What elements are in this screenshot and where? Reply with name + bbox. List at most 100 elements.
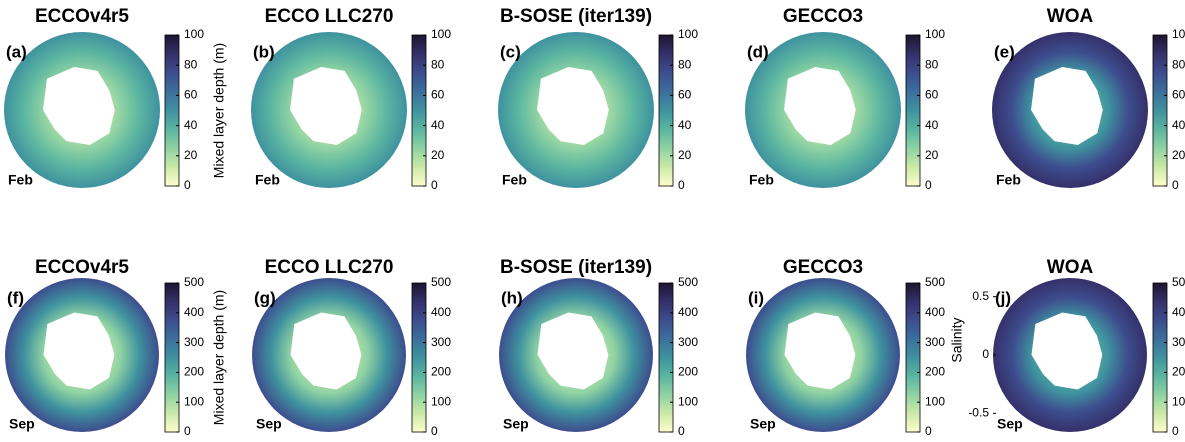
panel-label: (a) bbox=[6, 42, 27, 61]
colorbar-tick-label: 0 bbox=[925, 424, 932, 438]
panel-title: ECCO LLC270 bbox=[265, 257, 394, 278]
month-label: Sep bbox=[503, 416, 529, 432]
panel: ECCOv4r5 (f) Sep 0 100 200 300 400 500 Mixed laye… bbox=[5, 257, 227, 438]
colorbar-tick-label: 0 bbox=[1172, 178, 1179, 192]
colorbar-tick-label: 0 bbox=[431, 178, 438, 192]
panel-title: GECCO3 bbox=[783, 257, 863, 278]
month-label: Sep bbox=[9, 416, 35, 432]
colorbar-tick-label: 60 bbox=[1172, 88, 1185, 102]
antarctica bbox=[43, 312, 115, 390]
colorbar-tick-label: 40 bbox=[1172, 118, 1185, 132]
colorbar-tick-label: 100 bbox=[1172, 394, 1185, 408]
antarctica bbox=[1031, 312, 1103, 390]
colorbar-tick-label: 80 bbox=[184, 57, 198, 71]
month-label: Feb bbox=[749, 172, 774, 188]
colorbar-tick-label: 80 bbox=[678, 57, 692, 71]
panel-title: B-SOSE (iter139) bbox=[500, 257, 652, 278]
colorbar bbox=[1152, 34, 1168, 187]
colorbar-tick-label: 0 bbox=[925, 178, 932, 192]
colorbar-tick-label: 60 bbox=[184, 88, 198, 102]
panel-label: (g) bbox=[254, 288, 276, 307]
colorbar-tick-label: 20 bbox=[1172, 148, 1185, 162]
antarctica bbox=[537, 312, 609, 390]
colorbar-tick-label: 400 bbox=[678, 305, 698, 319]
colorbar-tick-label: 0 bbox=[678, 178, 685, 192]
colorbar-tick-label: 100 bbox=[925, 394, 945, 408]
antarctica bbox=[1031, 67, 1103, 145]
colorbar bbox=[658, 282, 674, 433]
colorbar-tick-label: 500 bbox=[184, 275, 204, 289]
antarctica bbox=[537, 67, 609, 145]
colorbar-tick-label: 100 bbox=[925, 27, 945, 41]
panel-title: ECCO LLC270 bbox=[265, 6, 394, 27]
panel-title: ECCOv4r5 bbox=[35, 6, 129, 27]
panel-label: (e) bbox=[994, 42, 1015, 61]
colorbar-tick-label: 100 bbox=[431, 27, 451, 41]
colorbar bbox=[905, 34, 921, 187]
colorbar-tick-label: 40 bbox=[925, 118, 939, 132]
colorbar bbox=[164, 34, 180, 187]
panel-label: (b) bbox=[253, 42, 275, 61]
colorbar-tick-label: 80 bbox=[431, 57, 445, 71]
colorbar bbox=[164, 282, 180, 433]
panel-label: (j) bbox=[995, 288, 1011, 307]
colorbar-tick-label: 0 bbox=[1172, 424, 1179, 438]
colorbar-tick-label: 60 bbox=[678, 88, 692, 102]
colorbar-label: Mixed layer depth (m) bbox=[211, 43, 227, 178]
colorbar-tick-label: 200 bbox=[678, 365, 698, 379]
month-label: Feb bbox=[8, 172, 33, 188]
colorbar-tick-label: 300 bbox=[925, 335, 945, 349]
antarctica bbox=[43, 67, 115, 145]
month-label: Feb bbox=[255, 172, 280, 188]
colorbar-tick-label: 100 bbox=[184, 394, 204, 408]
month-label: Sep bbox=[256, 416, 282, 432]
colorbar-tick-label: 40 bbox=[678, 118, 692, 132]
colorbar-tick-label: 100 bbox=[184, 27, 204, 41]
panel-label: (i) bbox=[748, 288, 764, 307]
antarctica bbox=[290, 312, 362, 390]
colorbar-tick-label: 100 bbox=[431, 394, 451, 408]
panel-title: ECCOv4r5 bbox=[35, 257, 129, 278]
panel: B-SOSE (iter139) (c) Feb 0 20 40 60 80 100 bbox=[498, 6, 698, 192]
colorbar-tick-label: 300 bbox=[184, 335, 204, 349]
panel-label: (f) bbox=[7, 288, 24, 307]
colorbar-tick-label: 80 bbox=[925, 57, 939, 71]
colorbar-tick-label: 40 bbox=[431, 118, 445, 132]
panel: WOA (j) Sep 0 100 200 300 400 500 0.5 0 -0.5 bbox=[968, 257, 1185, 438]
panel-title: WOA bbox=[1047, 257, 1094, 278]
panel: GECCO3 (i) Sep 0 100 200 300 400 500 Salinity bbox=[746, 257, 965, 438]
colorbar-tick-label: 500 bbox=[1172, 275, 1185, 289]
y-axis-label: Salinity bbox=[949, 317, 965, 362]
panel: WOA (e) Feb 0 20 40 60 80 100 bbox=[992, 6, 1185, 192]
panel-title: GECCO3 bbox=[783, 6, 863, 27]
panel: ECCO LLC270 (b) Feb 0 20 40 60 80 100 bbox=[251, 6, 451, 192]
month-label: Sep bbox=[997, 416, 1023, 432]
colorbar-tick-label: 20 bbox=[184, 148, 198, 162]
colorbar-tick-label: 500 bbox=[678, 275, 698, 289]
colorbar-tick-label: 40 bbox=[184, 118, 198, 132]
colorbar-tick-label: 200 bbox=[925, 365, 945, 379]
colorbar-tick-label: 60 bbox=[925, 88, 939, 102]
y-tick-label: 0.5 bbox=[972, 289, 989, 303]
month-label: Sep bbox=[750, 416, 776, 432]
antarctica bbox=[784, 67, 856, 145]
colorbar-tick-label: 400 bbox=[431, 305, 451, 319]
colorbar-tick-label: 60 bbox=[431, 88, 445, 102]
colorbar-tick-label: 200 bbox=[1172, 365, 1185, 379]
colorbar bbox=[411, 34, 427, 187]
month-label: Feb bbox=[996, 172, 1021, 188]
panel-title: B-SOSE (iter139) bbox=[500, 6, 652, 27]
panel: GECCO3 (d) Feb 0 20 40 60 80 100 bbox=[745, 6, 945, 192]
y-tick-label: 0 bbox=[982, 347, 989, 361]
colorbar-tick-label: 500 bbox=[925, 275, 945, 289]
colorbar-tick-label: 500 bbox=[431, 275, 451, 289]
colorbar-tick-label: 300 bbox=[431, 335, 451, 349]
antarctica bbox=[290, 67, 362, 145]
colorbar bbox=[905, 282, 921, 433]
panel-title: WOA bbox=[1047, 6, 1094, 27]
colorbar-tick-label: 100 bbox=[1172, 27, 1185, 41]
colorbar-tick-label: 80 bbox=[1172, 57, 1185, 71]
colorbar bbox=[411, 282, 427, 433]
colorbar bbox=[1152, 282, 1168, 433]
colorbar-tick-label: 0 bbox=[431, 424, 438, 438]
